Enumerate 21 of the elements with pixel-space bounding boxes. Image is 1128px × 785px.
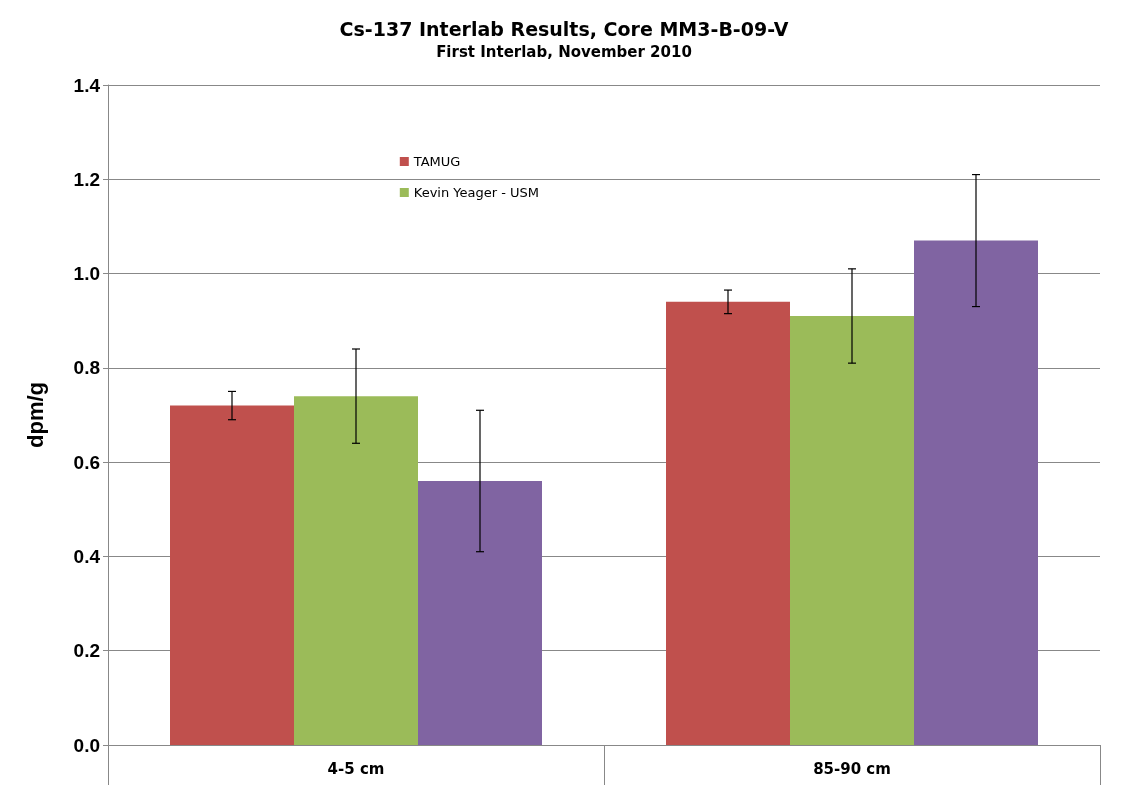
bar <box>418 481 542 745</box>
bar <box>666 301 790 745</box>
bar <box>790 316 914 745</box>
bar <box>914 240 1038 745</box>
y-tick-label: 0.8 <box>73 357 100 379</box>
x-tick-label: 4-5 cm <box>327 759 385 778</box>
chart-subtitle: First Interlab, November 2010 <box>436 42 692 61</box>
y-tick-label: 0.0 <box>73 734 100 756</box>
y-axis-title: dpm/g <box>22 382 48 448</box>
legend-label: TAMUG <box>412 154 461 169</box>
bar <box>294 396 418 745</box>
chart-title: Cs-137 Interlab Results, Core MM3-B-09-V <box>339 17 789 40</box>
legend-label: Kevin Yeager - USM <box>413 185 540 200</box>
y-tick-label: 1.2 <box>73 168 100 190</box>
x-tick-label: 85-90 cm <box>813 759 891 778</box>
y-tick-label: 1.4 <box>73 74 101 96</box>
y-tick-label: 0.4 <box>73 545 101 567</box>
y-tick-label: 0.6 <box>73 451 100 473</box>
y-tick-label: 1.0 <box>73 263 100 285</box>
y-tick-label: 0.2 <box>73 640 100 662</box>
bar <box>170 405 294 745</box>
